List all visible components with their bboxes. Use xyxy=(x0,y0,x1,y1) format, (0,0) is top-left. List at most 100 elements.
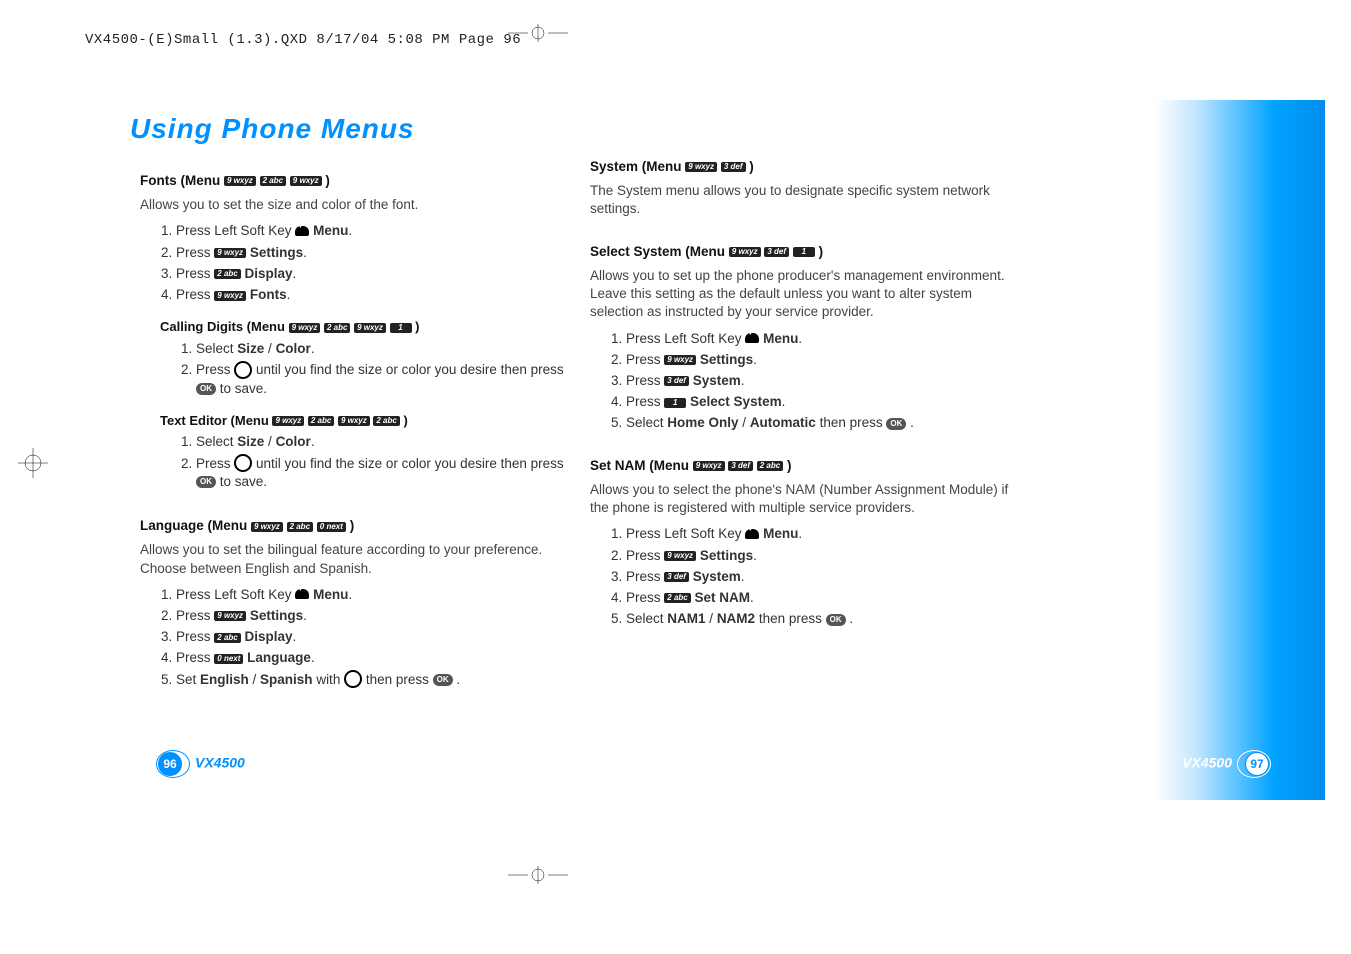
crop-mark-bottom xyxy=(508,866,568,884)
step: Select Home Only / Automatic then press … xyxy=(626,414,1015,432)
ok-key-icon: OK xyxy=(196,383,216,395)
step: Press 9 wxyz Settings. xyxy=(626,547,1015,565)
fonts-heading: Fonts (Menu 9 wxyz 2 abc 9 wxyz ) xyxy=(140,172,565,190)
key-2-icon: 2 abc xyxy=(260,176,286,186)
heading-text: Text Editor (Menu xyxy=(160,413,272,428)
step: Press 9 wxyz Settings. xyxy=(176,607,565,625)
system-heading: System (Menu 9 wxyz 3 def ) xyxy=(590,158,1015,176)
key-1-icon: 1 xyxy=(793,247,815,257)
fonts-desc: Allows you to set the size and color of … xyxy=(140,196,565,214)
chapter-title: Using Phone Menus xyxy=(130,113,415,145)
step: Press until you find the size or color y… xyxy=(196,455,565,492)
key-9-icon: 9 wxyz xyxy=(214,611,246,621)
key-9-icon: 9 wxyz xyxy=(214,291,246,301)
text-editor-steps: Select Size / Color. Press until you fin… xyxy=(140,433,565,491)
select-system-heading: Select System (Menu 9 wxyz 3 def 1 ) xyxy=(590,243,1015,261)
key-2-icon: 2 abc xyxy=(324,323,350,333)
step: Press 2 abc Display. xyxy=(176,628,565,646)
key-9-icon: 9 wxyz xyxy=(354,323,386,333)
set-nam-heading: Set NAM (Menu 9 wxyz 3 def 2 abc ) xyxy=(590,457,1015,475)
key-9-icon: 9 wxyz xyxy=(251,522,283,532)
nav-ring-icon xyxy=(234,361,252,379)
key-2-icon: 2 abc xyxy=(214,269,240,279)
key-2-icon: 2 abc xyxy=(214,633,240,643)
language-desc: Allows you to set the bilingual feature … xyxy=(140,541,565,577)
key-9-icon: 9 wxyz xyxy=(338,416,370,426)
step: Press Left Soft Key Menu. xyxy=(626,330,1015,348)
set-nam-desc: Allows you to select the phone's NAM (Nu… xyxy=(590,481,1015,517)
system-desc: The System menu allows you to designate … xyxy=(590,182,1015,218)
key-3-icon: 3 def xyxy=(721,162,746,172)
step: Press until you find the size or color y… xyxy=(196,361,565,398)
page-num-left: 96 xyxy=(158,752,182,776)
heading-text: Language (Menu xyxy=(140,518,251,533)
key-9-icon: 9 wxyz xyxy=(693,461,725,471)
key-9-icon: 9 wxyz xyxy=(729,247,761,257)
softkey-icon xyxy=(295,226,309,236)
key-2-icon: 2 abc xyxy=(373,416,399,426)
page-num-right: 97 xyxy=(1245,752,1269,776)
step: Press 9 wxyz Settings. xyxy=(176,244,565,262)
step: Set English / Spanish with then press OK… xyxy=(176,671,565,689)
language-steps: Press Left Soft Key Menu. Press 9 wxyz S… xyxy=(140,586,565,689)
key-1-icon: 1 xyxy=(664,398,686,408)
key-2-icon: 2 abc xyxy=(664,593,690,603)
paren: ) xyxy=(819,244,824,259)
key-9-icon: 9 wxyz xyxy=(664,355,696,365)
key-9-icon: 9 wxyz xyxy=(272,416,304,426)
ok-key-icon: OK xyxy=(196,476,216,488)
paren: ) xyxy=(403,413,407,428)
select-system-desc: Allows you to set up the phone producer'… xyxy=(590,267,1015,322)
key-3-icon: 3 def xyxy=(664,572,689,582)
step: Press 2 abc Set NAM. xyxy=(626,589,1015,607)
step: Press Left Soft Key Menu. xyxy=(626,525,1015,543)
key-3-icon: 3 def xyxy=(728,461,753,471)
step: Press 9 wxyz Fonts. xyxy=(176,286,565,304)
page-96-column: Fonts (Menu 9 wxyz 2 abc 9 wxyz ) Allows… xyxy=(140,158,565,693)
set-nam-steps: Press Left Soft Key Menu. Press 9 wxyz S… xyxy=(590,525,1015,628)
key-9-icon: 9 wxyz xyxy=(289,323,321,333)
page-spread: VX4500-(E)Small (1.3).QXD 8/17/04 5:08 P… xyxy=(0,0,1351,954)
step: Select Size / Color. xyxy=(196,340,565,358)
key-9-icon: 9 wxyz xyxy=(214,248,246,258)
softkey-icon xyxy=(745,529,759,539)
key-3-icon: 3 def xyxy=(664,376,689,386)
step: Press 2 abc Display. xyxy=(176,265,565,283)
step: Press 3 def System. xyxy=(626,372,1015,390)
key-3-icon: 3 def xyxy=(764,247,789,257)
step: Press 3 def System. xyxy=(626,568,1015,586)
paren: ) xyxy=(787,458,792,473)
paren: ) xyxy=(325,173,330,188)
content-spread: Fonts (Menu 9 wxyz 2 abc 9 wxyz ) Allows… xyxy=(130,158,1301,814)
crop-mark-left xyxy=(18,448,48,478)
step: Press Left Soft Key Menu. xyxy=(176,222,565,240)
step: Press 0 next Language. xyxy=(176,649,565,667)
heading-text: Set NAM (Menu xyxy=(590,458,693,473)
heading-text: System (Menu xyxy=(590,159,685,174)
select-system-steps: Press Left Soft Key Menu. Press 9 wxyz S… xyxy=(590,330,1015,433)
nav-ring-icon xyxy=(344,670,362,688)
key-9-icon: 9 wxyz xyxy=(290,176,322,186)
key-2-icon: 2 abc xyxy=(287,522,313,532)
key-2-icon: 2 abc xyxy=(757,461,783,471)
step: Select Size / Color. xyxy=(196,433,565,451)
ok-key-icon: OK xyxy=(886,418,906,430)
nav-ring-icon xyxy=(234,454,252,472)
key-9-icon: 9 wxyz xyxy=(685,162,717,172)
language-heading: Language (Menu 9 wxyz 2 abc 0 next ) xyxy=(140,517,565,535)
key-9-icon: 9 wxyz xyxy=(224,176,256,186)
step: Press 9 wxyz Settings. xyxy=(626,351,1015,369)
running-header: VX4500-(E)Small (1.3).QXD 8/17/04 5:08 P… xyxy=(85,32,521,48)
footer-left: 96VX4500 xyxy=(156,750,245,778)
calling-digits-heading: Calling Digits (Menu 9 wxyz 2 abc 9 wxyz… xyxy=(140,318,565,336)
crop-mark-top xyxy=(508,24,568,42)
key-0-icon: 0 next xyxy=(214,654,243,664)
heading-text: Fonts (Menu xyxy=(140,173,224,188)
step: Select NAM1 / NAM2 then press OK . xyxy=(626,610,1015,628)
footer-right: VX450097 xyxy=(1182,750,1271,778)
text-editor-heading: Text Editor (Menu 9 wxyz 2 abc 9 wxyz 2 … xyxy=(140,412,565,430)
softkey-icon xyxy=(745,333,759,343)
paren: ) xyxy=(415,319,419,334)
step: Press Left Soft Key Menu. xyxy=(176,586,565,604)
page-97-column: System (Menu 9 wxyz 3 def ) The System m… xyxy=(590,158,1015,632)
